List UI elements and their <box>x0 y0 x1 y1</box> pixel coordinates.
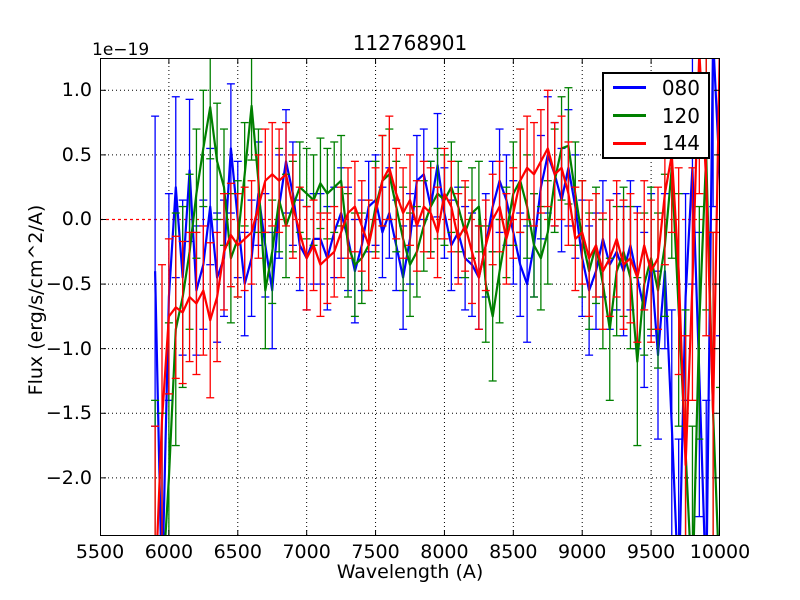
x-tick-label: 9500 <box>626 541 676 563</box>
legend-item-120: 120 <box>604 102 708 130</box>
y-tick-label: 0.5 <box>61 143 92 166</box>
y-axis-label: Flux (erg/s/cm^2/A) <box>25 204 47 396</box>
legend-item-label: 120 <box>661 103 700 128</box>
legend-item-080: 080 <box>604 74 708 102</box>
y-tick-label: 1.0 <box>61 79 92 102</box>
x-axis-label: Wavelength (A) <box>336 561 484 583</box>
y-tick-label: −1.5 <box>45 402 92 425</box>
y-tick-label: −2.0 <box>45 466 92 489</box>
legend-line-sample <box>613 114 646 117</box>
x-tick-label: 7000 <box>282 541 331 563</box>
y-tick-label: −1.0 <box>45 337 92 360</box>
legend-item-label: 144 <box>661 131 700 156</box>
x-tick-label: 8500 <box>489 541 538 563</box>
x-tick-label: 6500 <box>213 541 262 563</box>
y-tick-label: −0.5 <box>45 273 92 296</box>
plot-area <box>100 58 720 536</box>
chart-title: 112768901 <box>352 31 468 55</box>
legend-item-144: 144 <box>604 129 708 157</box>
axes-spines <box>100 58 720 536</box>
y-axis-offset-text: 1e−19 <box>92 40 150 60</box>
x-tick-label: 10000 <box>689 541 751 563</box>
x-tick-label: 8000 <box>420 541 469 563</box>
legend: 080 120 144 <box>602 72 710 159</box>
legend-item-label: 080 <box>661 75 700 100</box>
y-tick-label: 0.0 <box>61 208 92 231</box>
x-tick-label: 9000 <box>558 541 607 563</box>
x-tick-label: 7500 <box>351 541 400 563</box>
series-144 <box>151 58 720 536</box>
legend-line-sample <box>613 86 646 90</box>
x-tick-label: 6000 <box>144 541 194 563</box>
x-tick-label: 5500 <box>75 541 125 563</box>
legend-line-sample <box>613 141 646 145</box>
